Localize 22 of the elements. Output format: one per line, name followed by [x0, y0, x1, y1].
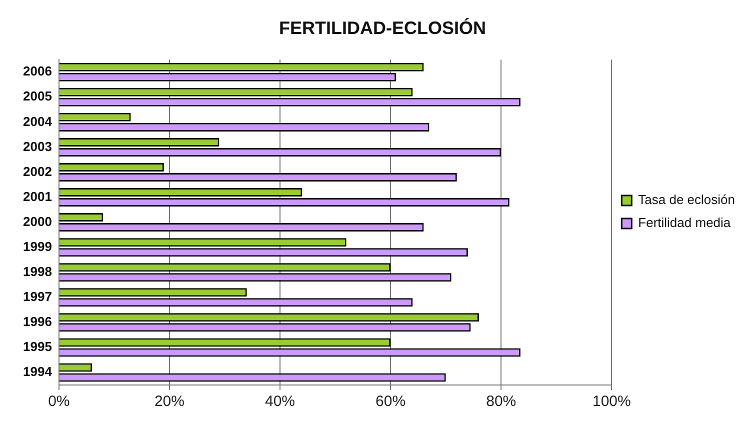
y-tick-label: 1998	[23, 264, 52, 279]
x-tick-label: 20%	[154, 393, 184, 410]
y-tick-label: 1994	[23, 364, 53, 380]
y-tick-label: 2001	[23, 188, 52, 204]
x-tick-label: 60%	[376, 393, 406, 410]
x-tick-label: 40%	[265, 393, 296, 410]
y-tick-label: 2000	[23, 214, 52, 229]
y-tick-label: 1996	[23, 314, 52, 329]
y-tick-label: 2004	[23, 114, 53, 129]
y-tick-label: 1997	[23, 288, 52, 304]
y-tick-label: 2003	[23, 138, 52, 154]
y-tick-label: 1995	[23, 339, 52, 354]
x-tick-label: 100%	[592, 393, 631, 410]
x-tick-label: 0%	[48, 393, 70, 410]
y-tick-label: 1999	[23, 238, 52, 254]
legend-label: Fertilidad media	[638, 215, 732, 230]
y-tick-label: 2005	[23, 88, 52, 104]
y-tick-label: 2002	[23, 164, 52, 179]
chart-title: FERTILIDAD-ECLOSIÓN	[279, 18, 486, 38]
legend-label: Tasa de eclosión	[638, 192, 736, 208]
x-tick-label: 80%	[486, 393, 516, 410]
y-tick-label: 2006	[23, 64, 52, 79]
